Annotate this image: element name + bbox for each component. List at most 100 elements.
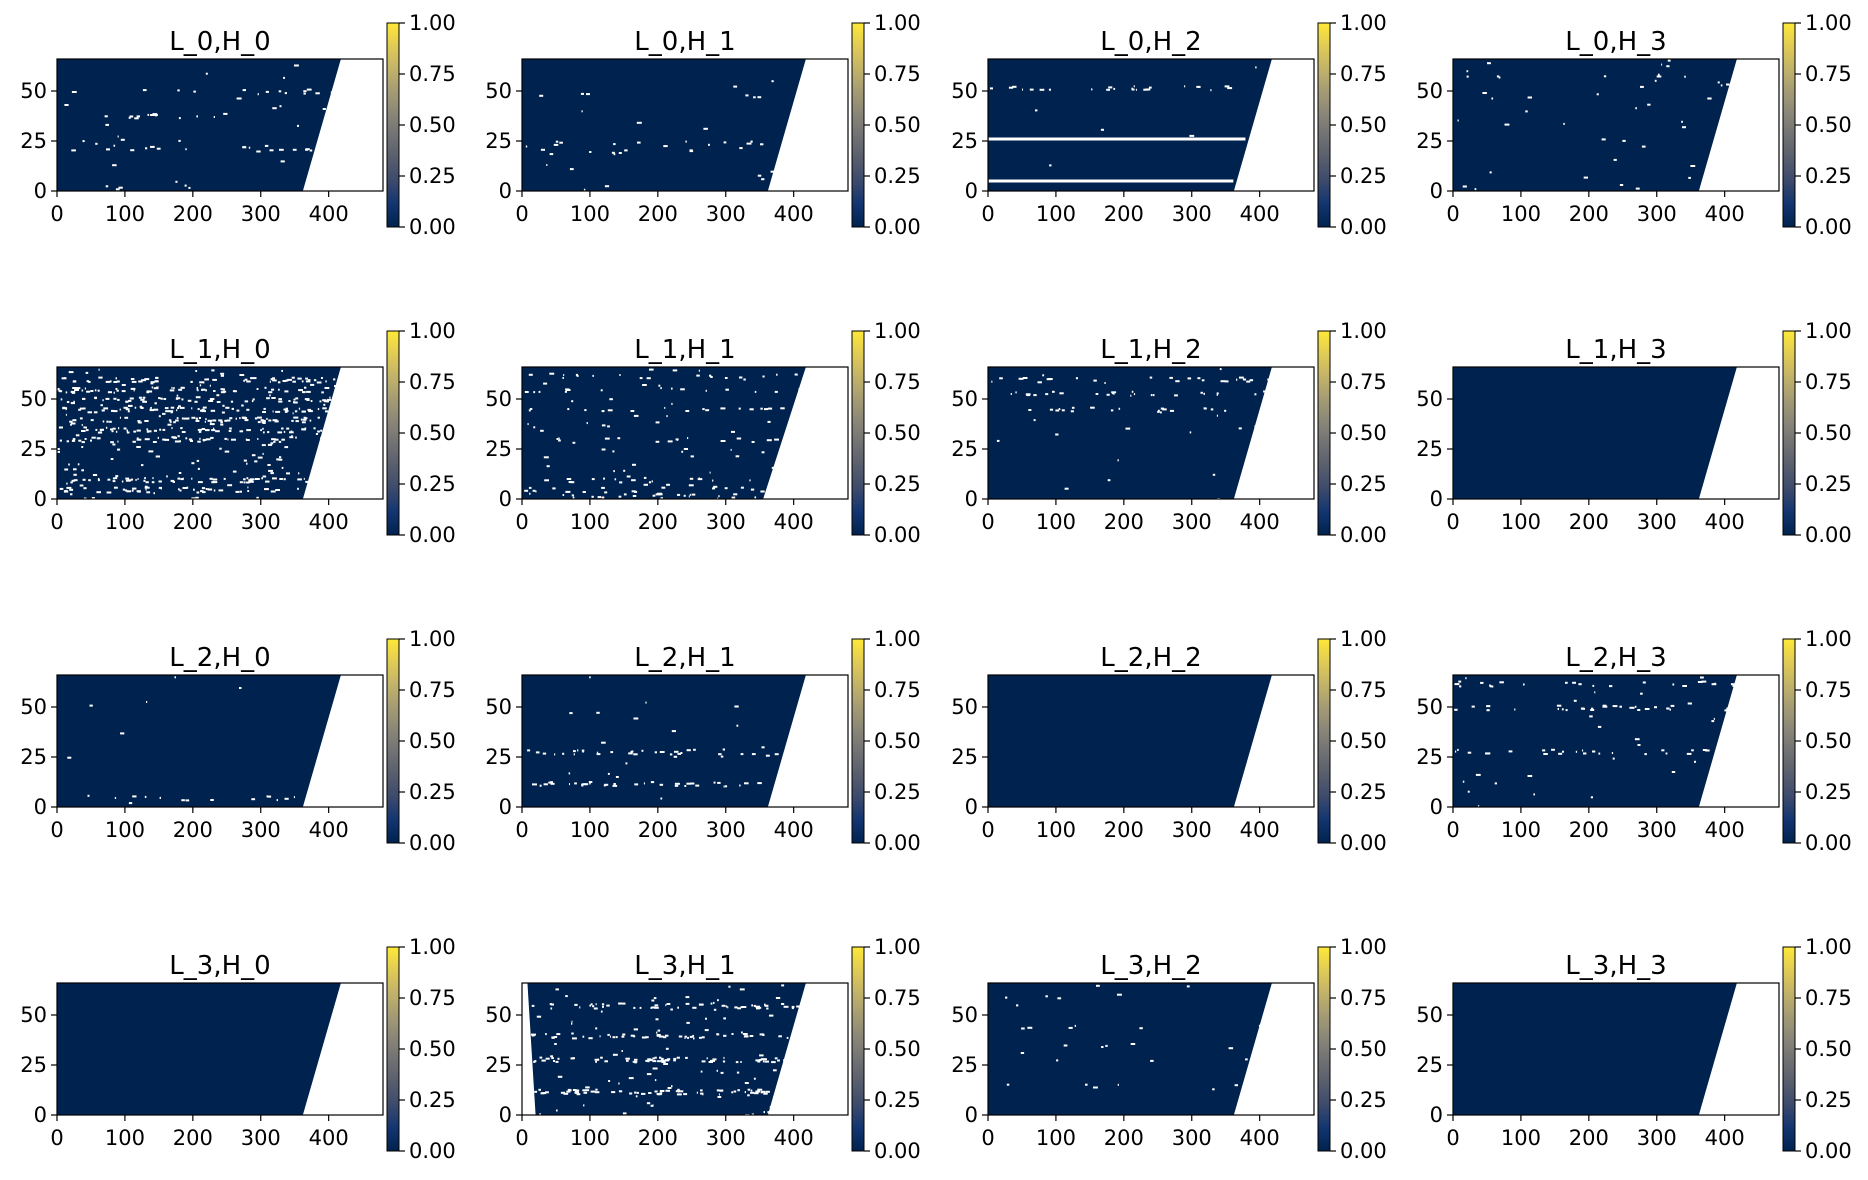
heatmap-panel-l-0-h-3: L_0,H_30 100 200 300 400025500.000.250.500.7… (1416, 11, 1852, 239)
speck (71, 149, 76, 152)
speck (762, 1058, 767, 1061)
speck (1634, 705, 1637, 708)
speck (88, 380, 91, 383)
speck (708, 143, 710, 146)
speck (1108, 86, 1113, 89)
speck (257, 93, 259, 96)
speck (302, 410, 306, 413)
speck (118, 427, 120, 430)
speck (223, 477, 226, 480)
speck (163, 398, 167, 400)
speck (319, 400, 322, 403)
speck (601, 448, 606, 451)
speck (716, 497, 719, 499)
speck (601, 741, 606, 744)
speck (766, 439, 772, 442)
speck (1596, 93, 1599, 96)
speck (749, 408, 754, 411)
speck (196, 388, 198, 391)
speck (211, 369, 215, 372)
speck (1117, 459, 1119, 462)
speck (284, 390, 289, 393)
speck (1075, 377, 1078, 380)
speck (590, 1003, 593, 1006)
speck (753, 1004, 756, 1007)
speck (297, 377, 302, 380)
speck (322, 399, 327, 402)
speck (197, 467, 200, 470)
speck (201, 410, 206, 413)
y-tick-label: 50 (485, 79, 512, 103)
speck (641, 749, 644, 752)
speck (1216, 414, 1218, 417)
speck (1148, 86, 1152, 89)
speck (255, 478, 260, 480)
speck (542, 752, 547, 755)
speck (550, 782, 555, 785)
speck (247, 490, 250, 492)
speck (1174, 394, 1178, 397)
speck (775, 997, 781, 999)
speck (68, 463, 70, 466)
speck (749, 1035, 754, 1037)
speck (1104, 382, 1106, 384)
speck (106, 148, 110, 151)
speck (1697, 681, 1703, 683)
speck (91, 436, 96, 439)
speck (1525, 110, 1528, 113)
colorbar-tick-label: 0.50 (1340, 1037, 1387, 1061)
speck (182, 487, 188, 489)
speck (632, 1060, 638, 1063)
speck (656, 1031, 658, 1034)
speck (1022, 377, 1028, 379)
speck (700, 1089, 703, 1092)
speck (1006, 1083, 1010, 1086)
speck (220, 423, 224, 426)
speck (688, 484, 694, 487)
speck (1238, 427, 1242, 430)
speck (60, 398, 63, 401)
speck (1573, 699, 1577, 702)
speck (660, 387, 662, 390)
colorbar-tick-label: 0.50 (874, 1037, 921, 1061)
speck (231, 438, 236, 441)
colorbar-tick-label: 0.50 (1805, 421, 1852, 445)
speck (744, 1082, 749, 1084)
speck (1169, 376, 1173, 379)
speck (552, 487, 556, 490)
panel-title: L_1,H_2 (1100, 335, 1201, 365)
speck (579, 1006, 581, 1009)
speck (734, 1006, 738, 1009)
x-tick-label: 300 (706, 818, 746, 842)
colorbar-tick-label: 0.75 (1805, 370, 1852, 394)
speck (175, 419, 179, 422)
speck (618, 152, 622, 154)
speck (689, 150, 694, 153)
speck (1059, 392, 1064, 395)
x-tick-label: 400 (774, 1126, 814, 1150)
axes-frame (56, 366, 384, 500)
speck (739, 147, 743, 150)
speck (769, 1106, 775, 1108)
speck (1106, 393, 1110, 396)
heatmap-specks (64, 64, 333, 191)
speck (298, 472, 300, 475)
speck (244, 400, 249, 403)
speck (106, 491, 112, 494)
speck (115, 475, 119, 478)
speck (129, 397, 134, 400)
speck (1661, 749, 1665, 752)
speck (85, 426, 87, 429)
speck (727, 1006, 729, 1009)
speck (141, 464, 144, 467)
speck (91, 497, 95, 499)
speck (251, 480, 254, 483)
y-tick-label: 0 (34, 1103, 47, 1127)
speck (1045, 393, 1049, 396)
speck (95, 428, 98, 431)
speck (180, 478, 184, 481)
speck (71, 439, 76, 442)
speck (301, 428, 306, 431)
colorbar-tick-label: 0.00 (409, 1139, 456, 1163)
speck (646, 377, 651, 380)
